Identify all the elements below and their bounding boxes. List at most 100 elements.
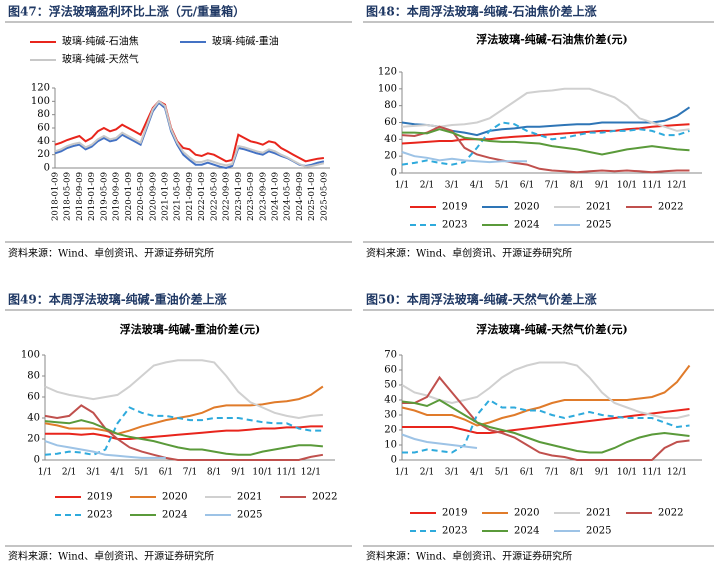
x-tick-label: 6/1 [520, 468, 534, 478]
x-tick-label: 1/1 [38, 468, 52, 478]
legend-label: 2023 [442, 526, 467, 537]
y-tick-label: 20 [37, 149, 50, 160]
legend-label: 2024 [514, 220, 539, 231]
x-tick-label: 2/1 [420, 181, 434, 191]
legend-label: 玻璃-纯碱-重油 [212, 35, 279, 48]
series-line [401, 361, 690, 419]
chart-title: 浮法玻璃-纯碱-石油焦价差(元) [476, 32, 628, 46]
legend-label: 2020 [514, 508, 539, 519]
series-line [44, 406, 323, 456]
y-tick-label: 80 [27, 371, 40, 382]
x-tick-label: 1/1 [395, 468, 409, 478]
y-tick-label: 20 [384, 151, 397, 162]
x-tick-label: 8/1 [570, 468, 584, 478]
x-tick-label: 2024-01-09 [271, 172, 281, 221]
series-line [402, 408, 690, 434]
x-tick-label: 2022-01-09 [197, 172, 207, 221]
y-tick-label: 0 [44, 163, 50, 174]
series-line [54, 101, 325, 170]
x-tick-label: 8/1 [207, 468, 221, 478]
x-tick-label: 2024-05-09 [283, 172, 293, 221]
y-tick-label: 80 [384, 100, 397, 111]
x-tick-label: 3/1 [445, 468, 459, 478]
series-line [401, 364, 691, 427]
chart-title: 浮法玻璃-纯碱-天然气价差(元) [476, 322, 628, 336]
x-tick-label: 2020-01-09 [124, 172, 134, 221]
legend-label: 2019 [442, 202, 467, 213]
x-tick-label: 2018-05-09 [63, 172, 73, 221]
legend-label: 2019 [87, 492, 112, 503]
x-tick-label: 4/1 [470, 181, 484, 191]
y-tick-label: 40 [27, 413, 40, 424]
legend-label: 2021 [237, 492, 262, 503]
x-tick-label: 10/1 [252, 468, 272, 478]
y-tick-label: 100 [378, 83, 397, 94]
y-tick-label: 80 [37, 109, 50, 120]
legend-label: 2022 [658, 508, 683, 519]
series-line [401, 121, 690, 166]
series-line [44, 419, 323, 456]
y-tick-label: 0 [34, 455, 40, 466]
x-tick-label: 2023-01-09 [234, 172, 244, 221]
x-tick-label: 7/1 [545, 468, 559, 478]
heading: 图47：浮法玻璃盈利环比上涨（元/重量箱） [8, 4, 245, 19]
x-tick-label: 2021-05-09 [173, 172, 183, 221]
legend-label: 2022 [312, 492, 337, 503]
x-tick-label: 10/1 [617, 468, 637, 478]
x-tick-label: 5/1 [495, 181, 509, 191]
series-line [401, 433, 478, 449]
legend-label: 2024 [514, 526, 539, 537]
x-tick-label: 12/1 [667, 181, 687, 191]
legend-label: 2021 [586, 202, 611, 213]
x-tick-label: 12/1 [667, 468, 687, 478]
x-tick-label: 8/1 [570, 181, 584, 191]
y-tick-label: 50 [384, 380, 397, 391]
x-tick-label: 12/1 [301, 468, 321, 478]
x-tick-label: 11/1 [277, 468, 297, 478]
x-tick-label: 2020-09-09 [148, 172, 158, 221]
x-tick-label: 1/1 [395, 181, 409, 191]
y-tick-label: 40 [37, 136, 50, 147]
y-tick-label: 60 [384, 365, 397, 376]
x-tick-label: 2025-05-09 [319, 172, 329, 221]
legend-label: 2023 [87, 510, 112, 521]
y-tick-label: 30 [384, 410, 397, 421]
legend-label: 2020 [514, 202, 539, 213]
x-tick-label: 2024-09-09 [295, 172, 305, 221]
legend-label: 2025 [237, 510, 262, 521]
legend-label: 2025 [586, 526, 611, 537]
x-tick-label: 2018-09-09 [75, 172, 85, 221]
x-tick-label: 3/1 [86, 468, 100, 478]
x-tick-label: 6/1 [159, 468, 173, 478]
heading: 图49：本周浮法玻璃-纯碱-重油价差上涨 [8, 292, 227, 307]
y-tick-label: 60 [384, 117, 397, 128]
legend-label: 2023 [442, 220, 467, 231]
series-line [401, 87, 690, 132]
legend-label: 2020 [162, 492, 187, 503]
heading: 图48：本周浮法玻璃-纯碱-石油焦价差上涨 [366, 4, 597, 19]
series-line [401, 125, 690, 174]
x-tick-label: 2022-09-09 [222, 172, 232, 221]
y-tick-label: 120 [31, 83, 50, 94]
series-line [401, 398, 690, 454]
series-line [402, 375, 690, 461]
legend-label: 2022 [658, 202, 683, 213]
x-tick-label: 2019-05-09 [99, 172, 109, 221]
y-tick-label: 60 [37, 123, 50, 134]
y-tick-label: 70 [384, 350, 397, 361]
legend-label: 2021 [586, 508, 611, 519]
series-line [44, 404, 324, 461]
x-tick-label: 11/1 [642, 181, 662, 191]
x-tick-label: 2021-01-09 [161, 172, 171, 221]
y-tick-label: 60 [27, 392, 40, 403]
x-tick-label: 9/1 [595, 181, 609, 191]
y-tick-label: 120 [378, 67, 397, 78]
x-tick-label: 2020-05-09 [136, 172, 146, 221]
legend-label: 2019 [442, 508, 467, 519]
y-tick-label: 0 [391, 168, 397, 179]
x-tick-label: 2023-05-09 [246, 172, 256, 221]
series-line [44, 385, 324, 435]
x-tick-label: 9/1 [595, 468, 609, 478]
x-tick-label: 10/1 [617, 181, 637, 191]
x-tick-label: 4/1 [110, 468, 124, 478]
